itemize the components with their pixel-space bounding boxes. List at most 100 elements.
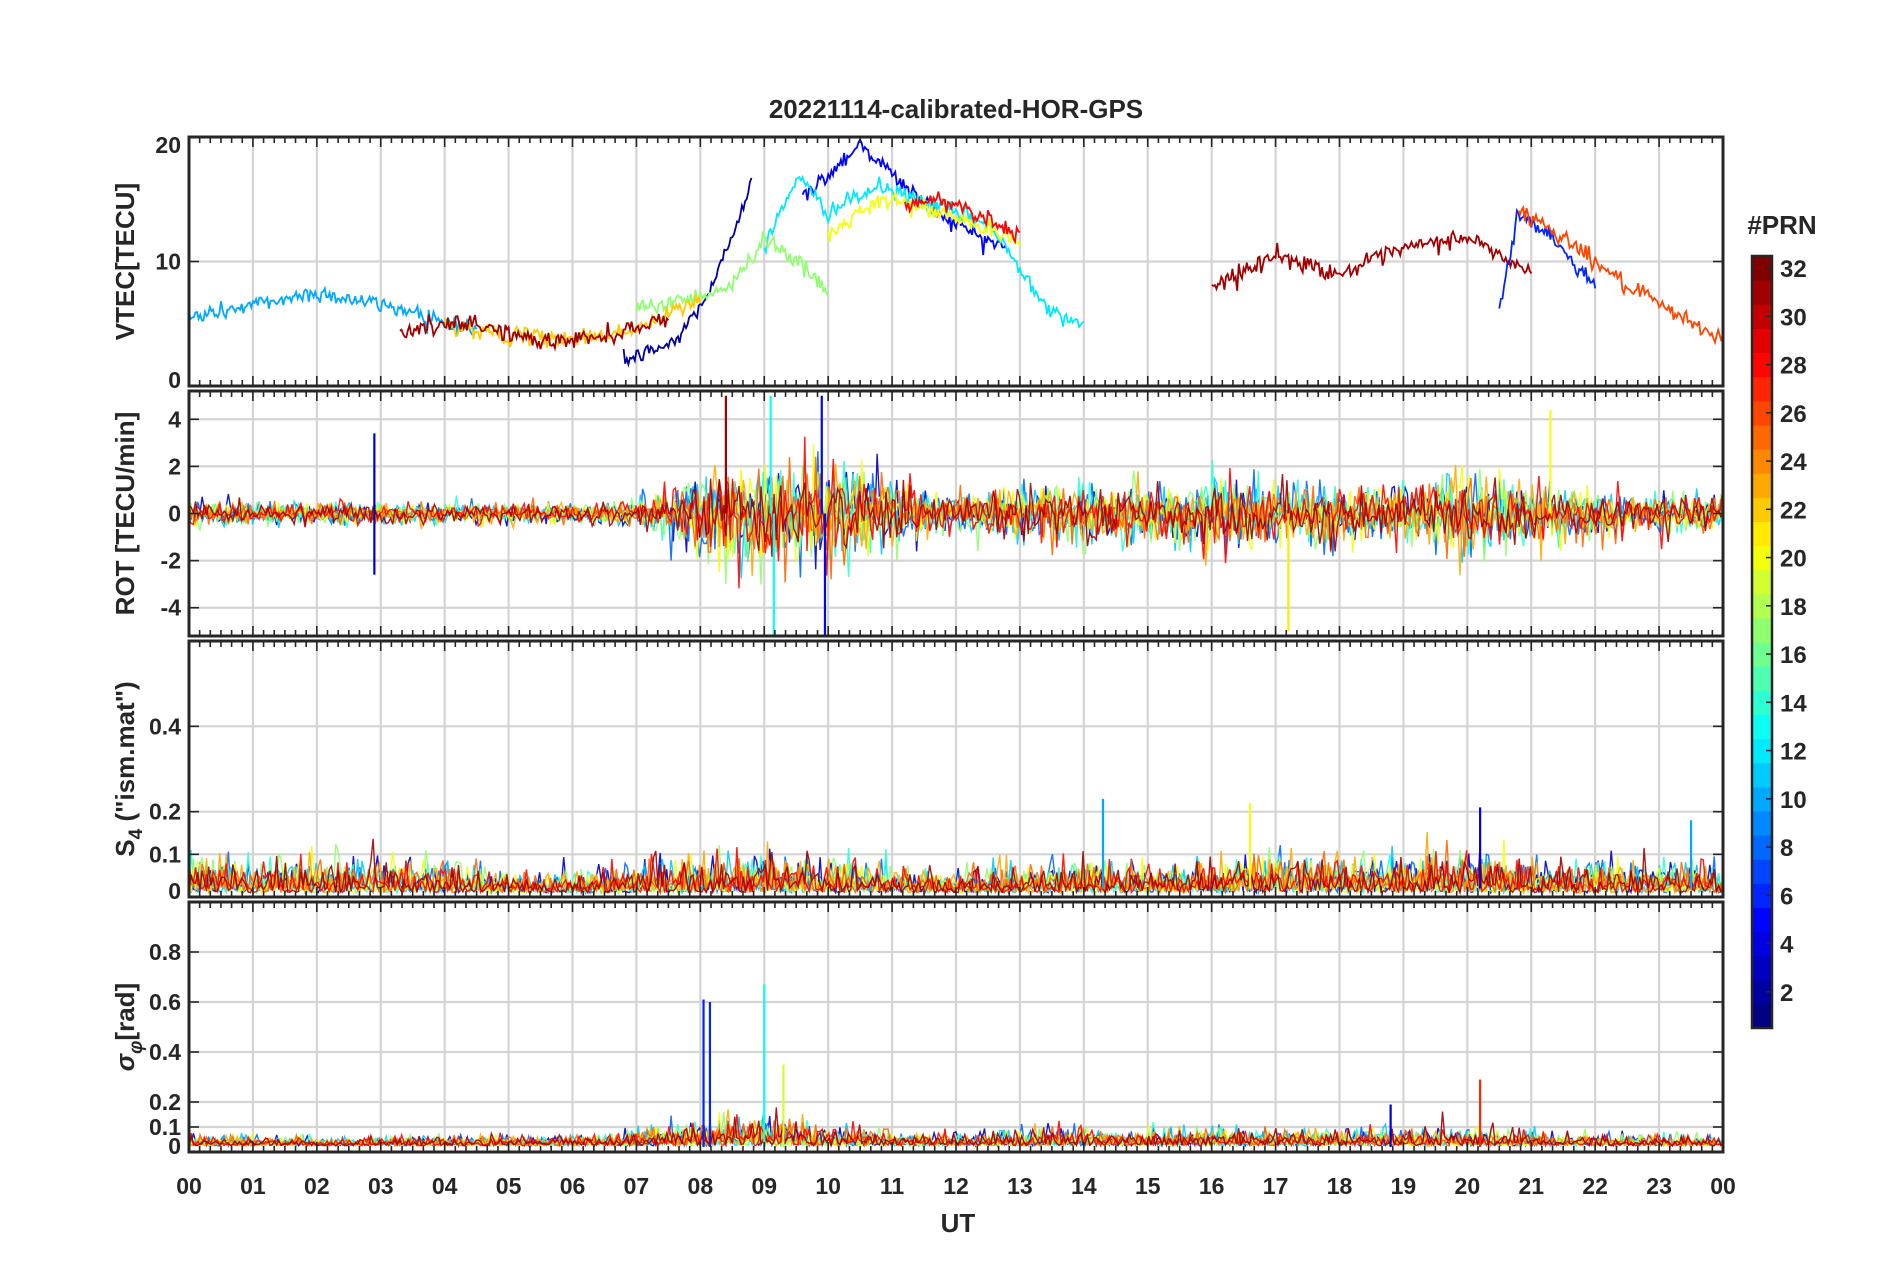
x-tick-label: 21 bbox=[1518, 1173, 1544, 1199]
vtec-y-tick-label: 10 bbox=[155, 249, 181, 275]
panel-sigma_phi: 00.10.2 0.4 0.6 0.8σφ[rad] bbox=[110, 900, 1725, 1159]
colorbar-segment bbox=[1752, 1003, 1772, 1029]
colorbar-segment bbox=[1752, 304, 1772, 329]
x-tick-label: 19 bbox=[1391, 1173, 1417, 1199]
rot-y-tick-label: -2 bbox=[161, 548, 181, 574]
sigma_phi-x-ticks bbox=[188, 902, 1724, 1152]
vtec-series-line bbox=[189, 285, 478, 336]
x-tick-label: 00 bbox=[176, 1173, 202, 1199]
sigma_phi-y-tick-label: 0.6 bbox=[149, 989, 181, 1015]
colorbar-segment bbox=[1752, 786, 1772, 812]
colorbar-segment bbox=[1752, 400, 1772, 426]
colorbar-segment bbox=[1752, 617, 1772, 643]
vtec-y-tick-label: 20 bbox=[155, 132, 181, 158]
colorbar-segment bbox=[1752, 835, 1772, 860]
colorbar-tick-label: 18 bbox=[1780, 594, 1807, 621]
vtec-series-line bbox=[904, 191, 1021, 245]
sigma_phi-y-tick-label: 0.8 bbox=[149, 939, 181, 965]
colorbar-tick-label: 32 bbox=[1780, 256, 1807, 283]
colorbar-segment bbox=[1752, 738, 1772, 764]
rot-data bbox=[189, 395, 1723, 636]
x-tick-label: 17 bbox=[1263, 1173, 1289, 1199]
x-tick-label: 01 bbox=[240, 1173, 266, 1199]
colorbar-segment bbox=[1752, 376, 1772, 402]
colorbar-segment bbox=[1752, 328, 1772, 354]
x-tick-label: 08 bbox=[688, 1173, 714, 1199]
colorbar-segment bbox=[1752, 545, 1772, 571]
rot-y-tick-label: 0 bbox=[168, 501, 181, 527]
sigma_phi-y-tick-label: 0.2 bbox=[149, 1089, 181, 1115]
colorbar-title: #PRN bbox=[1747, 210, 1816, 240]
colorbar-segment bbox=[1752, 666, 1772, 691]
colorbar-segment bbox=[1752, 762, 1772, 788]
rot-y-tick-label: 4 bbox=[168, 406, 181, 432]
colorbar-tick-label: 14 bbox=[1780, 690, 1807, 717]
x-tick-label: 05 bbox=[496, 1173, 522, 1199]
colorbar-tick-label: 26 bbox=[1780, 401, 1807, 428]
figure-title: 20221114-calibrated-HOR-GPS bbox=[769, 94, 1143, 124]
vtec-series-line bbox=[622, 177, 753, 368]
rot-y-axis-label: ROT [TECU/min] bbox=[110, 412, 140, 616]
x-tick-label: 10 bbox=[815, 1173, 841, 1199]
x-tick-label: 13 bbox=[1007, 1173, 1033, 1199]
vtec-y-tick-label: 0 bbox=[168, 367, 181, 393]
x-tick-label: 12 bbox=[943, 1173, 969, 1199]
s4-y-axis-label: S4 ("ism.mat") bbox=[110, 681, 147, 856]
rot-y-tick-label: 2 bbox=[168, 453, 181, 479]
vtec-data bbox=[189, 137, 1723, 368]
colorbar-tick-label: 22 bbox=[1780, 497, 1807, 524]
colorbar-tick-label: 6 bbox=[1780, 883, 1793, 910]
colorbar-tick-label: 10 bbox=[1780, 787, 1807, 814]
vtec-series-line bbox=[827, 189, 1021, 247]
vtec-y-axis-label: VTEC[TECU] bbox=[110, 183, 140, 340]
s4-y-tick-label: 0 bbox=[168, 878, 181, 904]
panel-s4: 0 0.1 0.2 0.4S4 ("ism.mat") bbox=[110, 639, 1725, 904]
rot-x-ticks bbox=[188, 391, 1724, 636]
vtec-series-line bbox=[1211, 229, 1533, 292]
vtec-series-line bbox=[399, 313, 670, 352]
s4-y-ticks: 0 0.1 0.2 0.4 bbox=[149, 713, 1723, 904]
vtec-series-line bbox=[635, 231, 829, 315]
colorbar-tick-label: 16 bbox=[1780, 642, 1807, 669]
x-tick-label: 04 bbox=[432, 1173, 458, 1199]
colorbar-segment bbox=[1752, 714, 1772, 740]
colorbar-tick-label: 20 bbox=[1780, 546, 1807, 573]
colorbar-segment bbox=[1752, 424, 1772, 450]
vtec-series-line bbox=[1517, 205, 1723, 346]
colorbar-segment bbox=[1752, 593, 1772, 619]
colorbar-tick-label: 2 bbox=[1780, 980, 1793, 1007]
s4-x-ticks bbox=[188, 641, 1724, 897]
colorbar-segment bbox=[1752, 521, 1772, 547]
colorbar-tick-label: 30 bbox=[1780, 304, 1807, 331]
colorbar-segment bbox=[1752, 859, 1772, 884]
colorbar-frame bbox=[1750, 254, 1774, 1030]
sigma_phi-y-tick-label: 0.1 bbox=[149, 1114, 181, 1140]
vtec-y-ticks: 0 10 20 bbox=[155, 132, 1723, 393]
x-tick-label: 20 bbox=[1455, 1173, 1481, 1199]
colorbar-tick-label: 8 bbox=[1780, 835, 1793, 862]
x-tick-label: 03 bbox=[368, 1173, 394, 1199]
colorbar-segment bbox=[1752, 931, 1772, 957]
x-axis-label: UT bbox=[941, 1208, 976, 1238]
colorbar: #PRN 32 30 28 26 24 22 20 18 16 14 12 10 8 6 4 2 bbox=[1747, 210, 1817, 1030]
colorbar-segment bbox=[1752, 256, 1772, 281]
panel-vtec: 0 10 20 VTEC[TECU] bbox=[110, 132, 1725, 393]
s4-y-tick-label: 0.2 bbox=[149, 799, 181, 825]
colorbar-tick-label: 12 bbox=[1780, 739, 1807, 766]
colorbar-segment bbox=[1752, 449, 1772, 474]
panel-rot: -4 -2 0 2 4 ROT [TECU/min] bbox=[110, 389, 1725, 638]
x-tick-label: 02 bbox=[304, 1173, 330, 1199]
s4-y-tick-label: 0.4 bbox=[149, 713, 181, 739]
sigma_phi-y-ticks: 00.10.2 0.4 0.6 0.8 bbox=[149, 939, 1723, 1159]
rot-y-ticks: -4 -2 0 2 4 bbox=[161, 406, 1723, 621]
vtec-x-ticks bbox=[188, 137, 1724, 386]
x-tick-labels: 00 01 02 03 04 05 06 07 08 09 10 11 12 13 14 15 16 17 18 19… bbox=[176, 1173, 1736, 1199]
x-tick-label: 11 bbox=[880, 1173, 905, 1199]
x-tick-label: 15 bbox=[1135, 1173, 1161, 1199]
x-tick-label: 16 bbox=[1199, 1173, 1225, 1199]
rot-y-tick-label: -4 bbox=[161, 595, 182, 621]
rot-series-line bbox=[189, 474, 1723, 557]
colorbar-segment bbox=[1752, 497, 1772, 522]
colorbar-segment bbox=[1752, 810, 1772, 836]
